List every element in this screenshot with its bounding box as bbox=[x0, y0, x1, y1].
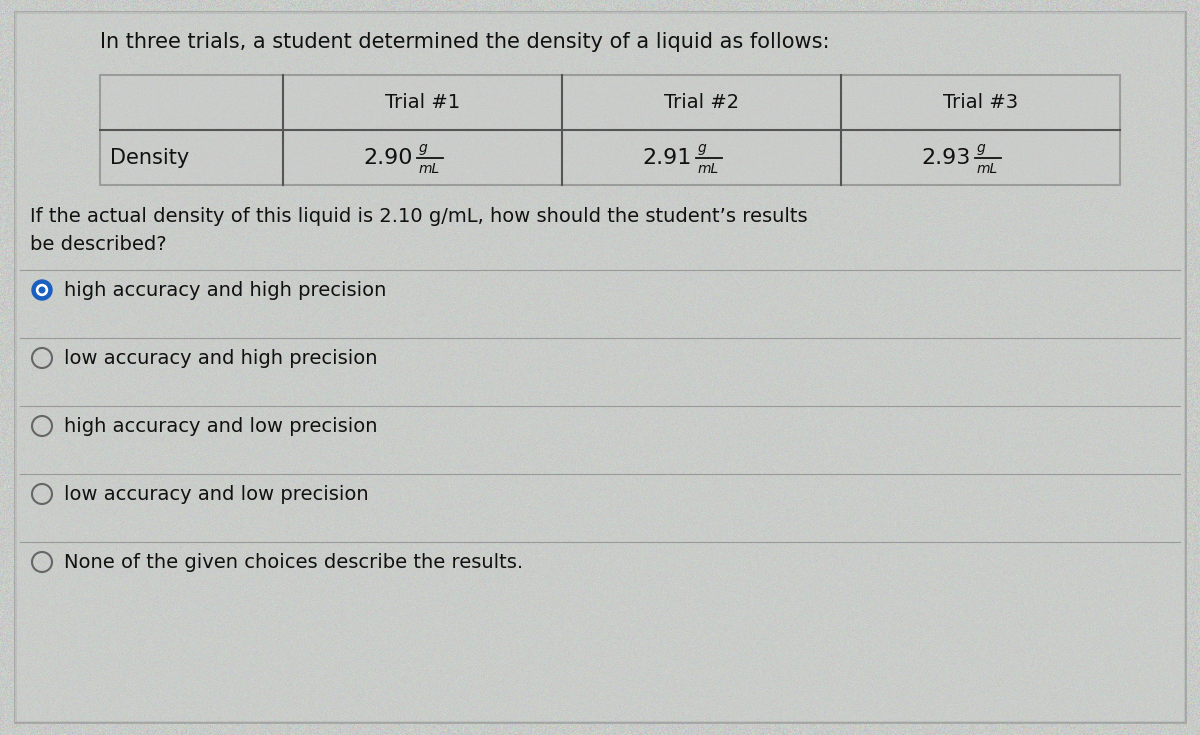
FancyBboxPatch shape bbox=[100, 75, 1120, 185]
Text: In three trials, a student determined the density of a liquid as follows:: In three trials, a student determined th… bbox=[100, 32, 829, 52]
Text: Trial #2: Trial #2 bbox=[664, 93, 739, 112]
Text: low accuracy and high precision: low accuracy and high precision bbox=[64, 348, 378, 368]
Text: mL: mL bbox=[697, 162, 719, 176]
Text: high accuracy and low precision: high accuracy and low precision bbox=[64, 417, 378, 436]
Text: Trial #3: Trial #3 bbox=[943, 93, 1018, 112]
Text: be described?: be described? bbox=[30, 235, 167, 254]
Text: None of the given choices describe the results.: None of the given choices describe the r… bbox=[64, 553, 523, 572]
Text: high accuracy and high precision: high accuracy and high precision bbox=[64, 281, 386, 299]
FancyBboxPatch shape bbox=[14, 12, 1186, 722]
Text: 2.91: 2.91 bbox=[642, 148, 691, 168]
Text: mL: mL bbox=[419, 162, 439, 176]
Text: 2.90: 2.90 bbox=[364, 148, 413, 168]
Text: mL: mL bbox=[977, 162, 997, 176]
Text: Density: Density bbox=[110, 148, 190, 168]
Text: 2.93: 2.93 bbox=[922, 148, 971, 168]
Text: g: g bbox=[697, 140, 707, 154]
Circle shape bbox=[40, 287, 44, 293]
Circle shape bbox=[36, 284, 48, 295]
Text: low accuracy and low precision: low accuracy and low precision bbox=[64, 484, 368, 503]
Text: g: g bbox=[419, 140, 427, 154]
Text: Trial #1: Trial #1 bbox=[385, 93, 460, 112]
Circle shape bbox=[32, 280, 52, 300]
Text: g: g bbox=[977, 140, 985, 154]
Text: If the actual density of this liquid is 2.10 g/mL, how should the student’s resu: If the actual density of this liquid is … bbox=[30, 207, 808, 226]
